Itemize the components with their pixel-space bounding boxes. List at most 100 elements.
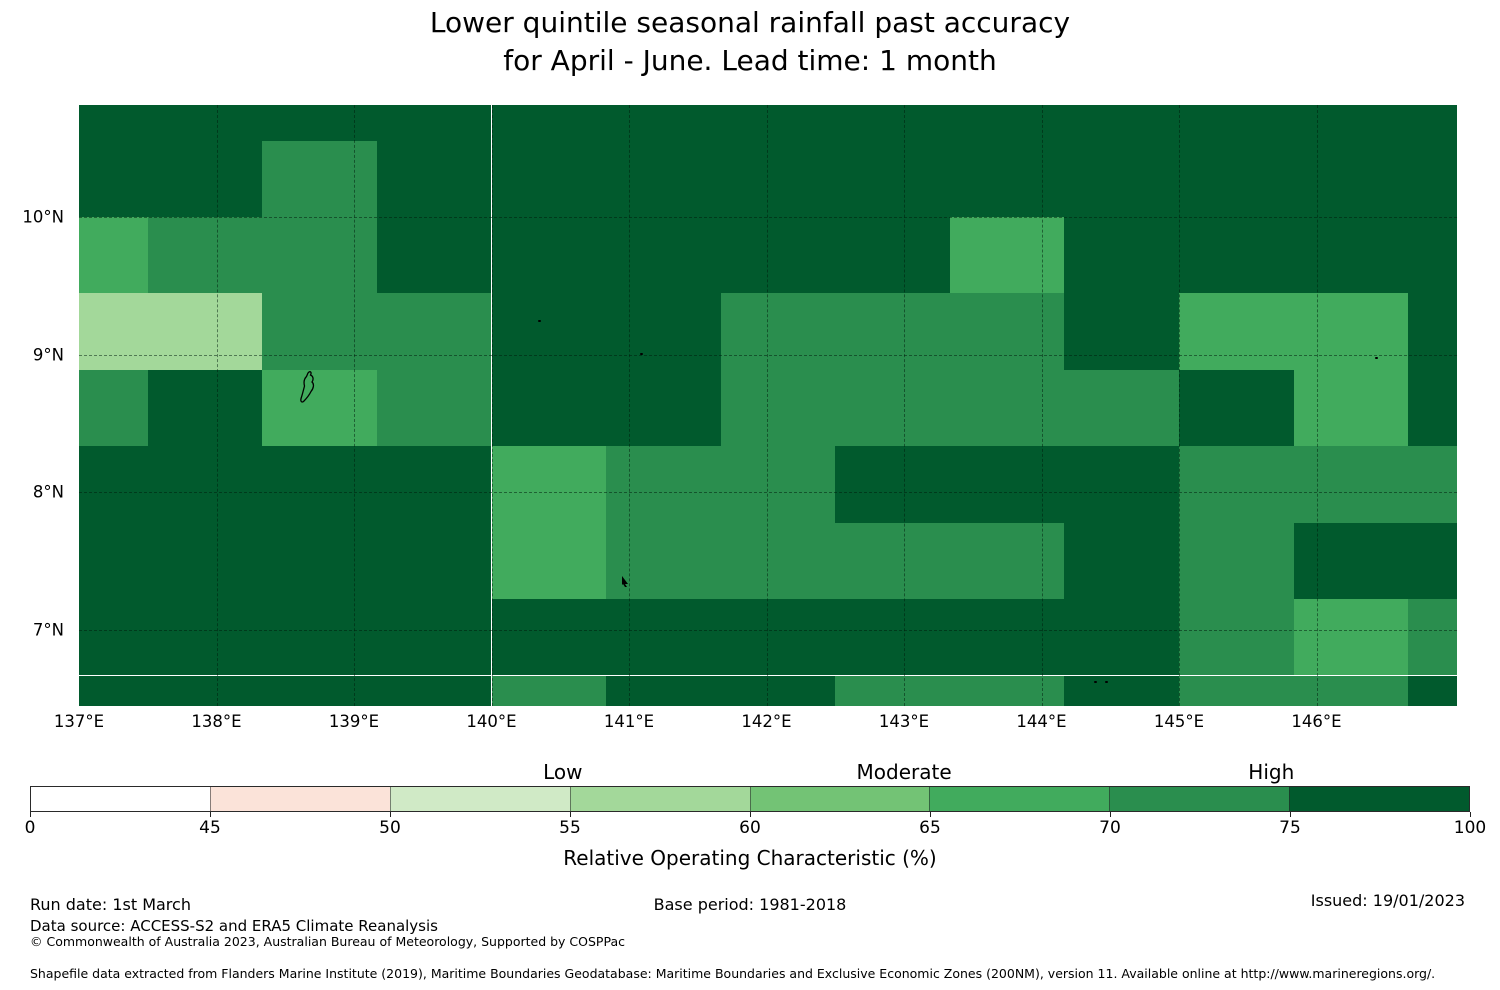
map-cell xyxy=(376,446,492,523)
islet-dot xyxy=(1094,681,1097,683)
map-cell xyxy=(1293,522,1409,600)
map-cell xyxy=(1179,522,1294,600)
map-cell xyxy=(376,675,492,706)
colorbar-tickmark xyxy=(570,812,571,817)
colorbar-segment xyxy=(929,787,1110,811)
map-cell xyxy=(376,369,492,447)
map-cell xyxy=(1408,369,1457,447)
colorbar-segment xyxy=(209,787,390,811)
map-cell xyxy=(720,369,836,447)
map-cell xyxy=(262,522,377,600)
longitude-gridline xyxy=(904,105,905,706)
map-cell xyxy=(1293,105,1409,141)
map-cell xyxy=(1293,369,1409,447)
colorbar-axis-label: Relative Operating Characteristic (%) xyxy=(563,846,937,870)
map-cell xyxy=(1408,140,1457,217)
map-cell xyxy=(1293,675,1409,706)
colorbar-segment xyxy=(389,787,570,811)
colorbar-segment xyxy=(1109,787,1290,811)
map-cell xyxy=(720,140,836,217)
colorbar-tickmark xyxy=(1470,812,1471,817)
y-tick-label: 7°N xyxy=(32,620,64,639)
map-cell xyxy=(835,140,950,217)
map-cell xyxy=(1408,522,1457,600)
x-tick-label: 146°E xyxy=(1291,712,1342,731)
x-tick-label: 144°E xyxy=(1016,712,1067,731)
x-tick-label: 141°E xyxy=(603,712,655,731)
map-cell xyxy=(262,599,377,676)
x-tick-label: 140°E xyxy=(466,712,517,731)
map-cell xyxy=(79,369,148,447)
colorbar-segment xyxy=(749,787,930,811)
map-cell xyxy=(606,140,721,217)
map-cell xyxy=(79,293,148,370)
map-cell xyxy=(262,105,377,141)
map-cell xyxy=(720,293,836,370)
chart-title-line2: for April - June. Lead time: 1 month xyxy=(503,44,997,77)
map-cell xyxy=(606,293,721,370)
map-cell xyxy=(79,522,148,600)
map-cell xyxy=(720,105,836,141)
map-cell xyxy=(79,140,148,217)
colorbar-tickmark xyxy=(1290,812,1291,817)
map-cell xyxy=(1064,140,1179,217)
map-cell xyxy=(147,105,263,141)
map-cell xyxy=(1408,293,1457,370)
map-cell xyxy=(376,140,492,217)
colorbar-tickmark xyxy=(930,812,931,817)
map-cell xyxy=(1179,217,1294,294)
x-tick-label: 145°E xyxy=(1153,712,1205,731)
map-cell xyxy=(376,599,492,676)
map-cell xyxy=(1293,140,1409,217)
map-cell xyxy=(1179,675,1294,706)
map-cell xyxy=(491,140,607,217)
map-cell xyxy=(720,446,836,523)
colorbar-tick-label: 50 xyxy=(379,818,401,838)
colorbar-tick-label: 0 xyxy=(24,818,36,838)
map-cell xyxy=(949,105,1065,141)
map-cell xyxy=(949,369,1065,447)
map-cell xyxy=(1179,105,1294,141)
map-cell xyxy=(79,105,148,141)
map-cell xyxy=(1179,599,1294,676)
colorbar-tick-label: 70 xyxy=(1099,818,1121,838)
map-cell xyxy=(606,217,721,294)
map-cell xyxy=(1293,293,1409,370)
colorbar-tickmark xyxy=(30,812,31,817)
map-cell xyxy=(147,217,263,294)
map-cell xyxy=(1408,217,1457,294)
map-cell xyxy=(835,522,950,600)
colorbar-category-label: Moderate xyxy=(856,760,952,784)
footer-data-source: Data source: ACCESS-S2 and ERA5 Climate … xyxy=(30,917,438,935)
colorbar-tick-label: 55 xyxy=(559,818,581,838)
longitude-gridline xyxy=(1316,105,1318,706)
map-cell xyxy=(79,675,148,706)
map-cell xyxy=(835,369,950,447)
map-cell xyxy=(147,446,263,523)
map-cell xyxy=(376,293,492,370)
footer-run-date: Run date: 1st March xyxy=(30,895,191,914)
map-cell xyxy=(79,217,148,294)
longitude-gridline xyxy=(1041,105,1043,706)
map-cell xyxy=(1179,369,1294,447)
map-cell xyxy=(720,675,836,706)
map-cell xyxy=(491,675,607,706)
longitude-gridline xyxy=(629,105,630,706)
colorbar xyxy=(30,786,1470,812)
map-cell xyxy=(1064,217,1179,294)
map-cell xyxy=(1064,446,1179,523)
colorbar-tickmark xyxy=(390,812,391,817)
map-cell xyxy=(1064,369,1179,447)
chart-title-line1: Lower quintile seasonal rainfall past ac… xyxy=(429,6,1071,39)
colorbar-tick-label: 65 xyxy=(919,818,941,838)
colorbar-tickmark xyxy=(750,812,751,817)
islet-dot xyxy=(640,353,643,355)
longitude-gridline xyxy=(1179,105,1180,706)
map-cell xyxy=(491,293,607,370)
map-cell xyxy=(1064,599,1179,676)
longitude-gridline xyxy=(491,105,493,706)
latitude-gridline xyxy=(79,217,1457,218)
map-cell xyxy=(147,369,263,447)
map-cell xyxy=(949,446,1065,523)
map-cell xyxy=(1064,293,1179,370)
